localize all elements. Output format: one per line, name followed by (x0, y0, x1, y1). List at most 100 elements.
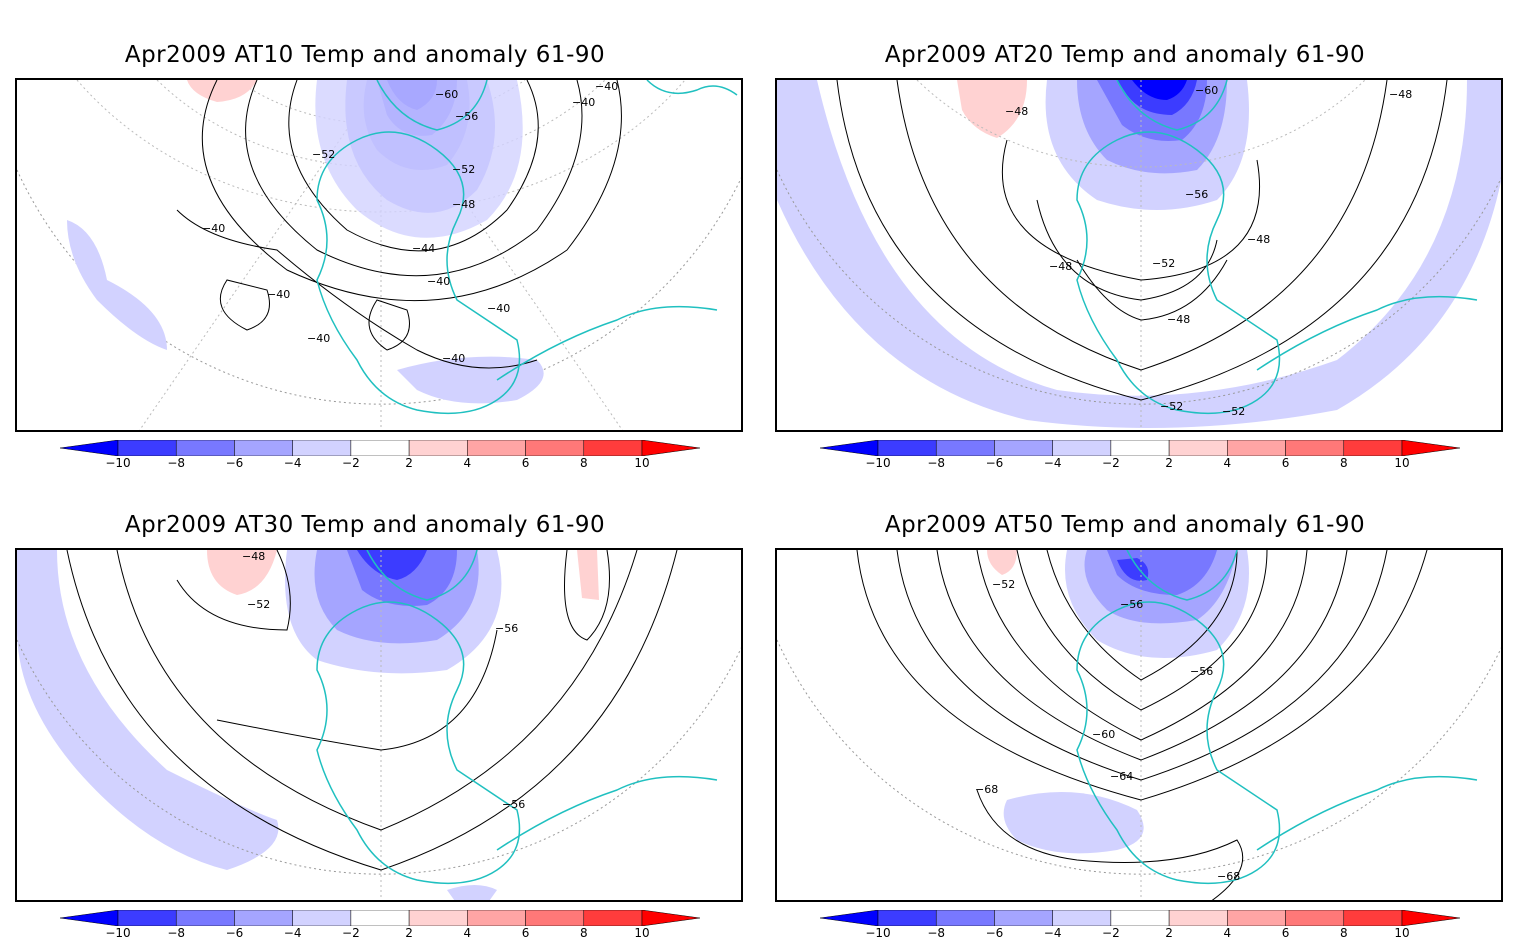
anomaly-area (1003, 792, 1144, 854)
map-frame[interactable]: −60 −56 −52 −52 −48 −44 −40 −40 −40 −40 … (15, 78, 743, 432)
colorbar-arrow-right (641, 910, 700, 926)
contour-label: −52 (992, 578, 1015, 591)
contour-label: −52 (312, 148, 335, 161)
coastline (496, 775, 718, 851)
contour-label: −48 (1005, 105, 1028, 118)
colorbar-arrow-left (820, 910, 879, 926)
contour-line (201, 80, 622, 302)
contour-line (936, 550, 1348, 761)
colorbar-segment (877, 910, 937, 926)
colorbar-svg (820, 910, 1460, 926)
contour-line (245, 80, 583, 277)
colorbar-svg (60, 440, 700, 456)
coastline (1076, 601, 1281, 885)
coastline (316, 131, 521, 415)
contour-label: −40 (267, 288, 290, 301)
colorbar-segment (467, 910, 526, 926)
colorbar-segment (1168, 910, 1228, 926)
contour-label: −48 (1049, 260, 1072, 273)
contour-line (66, 550, 678, 871)
colorbar-tick-label: −4 (283, 926, 302, 940)
map-frame[interactable]: −60 −48 −48 −56 −48 −52 −48 −48 −52 −52 (775, 78, 1503, 432)
contour-label: −40 (572, 96, 595, 109)
colorbar-tick-label: 8 (579, 926, 588, 940)
anomaly-area (817, 80, 1467, 396)
coastline (1126, 550, 1238, 601)
colorbar-tick-label: 2 (1165, 926, 1173, 940)
colorbar-tick-label: −6 (985, 926, 1004, 940)
colorbar-segment (292, 440, 352, 456)
colorbar-segment (1110, 910, 1170, 926)
contour-line (1036, 199, 1218, 301)
colorbar-segment (1285, 440, 1345, 456)
colorbar-tick-label: −10 (105, 926, 131, 940)
latitude-circle (777, 169, 1501, 405)
map-svg: −52 −56 −56 −60 −64 −68 −68 (777, 550, 1501, 900)
contour-label: −48 (452, 198, 475, 211)
colorbar-tick-label: 8 (1339, 926, 1348, 940)
colorbar-segment (408, 910, 468, 926)
contour-label: −60 (1092, 728, 1115, 741)
colorbar-tick-label: −8 (927, 926, 946, 940)
contour-label: −64 (1110, 770, 1133, 783)
anomaly-area (1117, 558, 1149, 581)
contour-label: −56 (1185, 188, 1208, 201)
contour-label: −52 (1222, 405, 1245, 418)
panel-title: Apr2009 AT30 Temp and anomaly 61-90 (124, 512, 606, 538)
colorbar-tick-label: 8 (579, 456, 588, 470)
anomaly-area (187, 80, 257, 102)
colorbar-tick-label: −8 (167, 926, 186, 940)
colorbar-tick-label: −4 (1043, 456, 1062, 470)
colorbar-svg (820, 440, 1460, 456)
contour-line (976, 789, 1244, 900)
colorbar-tick-label: 6 (521, 926, 530, 940)
colorbar-arrow-left (60, 910, 119, 926)
colorbar-segment (994, 440, 1053, 456)
colorbar-segment (525, 440, 585, 456)
panel-title: Apr2009 AT50 Temp and anomaly 61-90 (884, 512, 1366, 538)
colorbar-tick-label: −4 (283, 456, 302, 470)
anomaly-area (957, 80, 1027, 138)
colorbar-tick-label: −2 (1102, 926, 1120, 940)
contour-line (836, 80, 1448, 401)
colorbar-tick-label: 2 (405, 456, 413, 470)
latitude-circle (777, 639, 1501, 875)
contour-line (1076, 259, 1228, 321)
colorbar-segment (583, 910, 643, 926)
contour-line (856, 550, 1428, 801)
anomaly-area (357, 550, 427, 580)
contour-line (896, 80, 1388, 371)
contour-label: −52 (1160, 400, 1183, 413)
latitude-circle (17, 639, 741, 875)
contour-label: −48 (1247, 233, 1270, 246)
colorbar-tick-label: 10 (1394, 926, 1410, 940)
colorbar-tick-label: −10 (105, 456, 131, 470)
colorbar-tick-label: 4 (463, 456, 472, 470)
colorbar-segment (1343, 910, 1403, 926)
contour-label: −68 (975, 783, 998, 796)
colorbar-segment (994, 910, 1053, 926)
contour-line (976, 550, 1308, 741)
coastline (366, 550, 478, 601)
contour-label: −40 (487, 302, 510, 315)
anomaly-area (67, 220, 167, 350)
latitude-circle (916, 80, 1366, 168)
contour-label: −44 (412, 242, 435, 255)
colorbar-segment (525, 910, 585, 926)
contour-label: −40 (595, 80, 618, 93)
colorbar-tick-label: −10 (865, 926, 891, 940)
latitude-circle (236, 80, 526, 125)
colorbar-segment (877, 440, 937, 456)
map-frame[interactable]: −48 −52 −56 −56 (15, 548, 743, 902)
colorbar-arrow-right (1401, 440, 1460, 456)
colorbar-segment (408, 440, 468, 456)
colorbar-tick-label: 2 (405, 926, 413, 940)
contour-label: −48 (1167, 313, 1190, 326)
colorbar-arrow-right (1401, 910, 1460, 926)
colorbar-tick-label: −6 (985, 456, 1004, 470)
colorbar-segment (1052, 910, 1112, 926)
colorbar-tick-label: −6 (225, 456, 244, 470)
map-frame[interactable]: −52 −56 −56 −60 −64 −68 −68 (775, 548, 1503, 902)
anomaly-area (577, 550, 599, 600)
anomaly-area (17, 550, 279, 870)
